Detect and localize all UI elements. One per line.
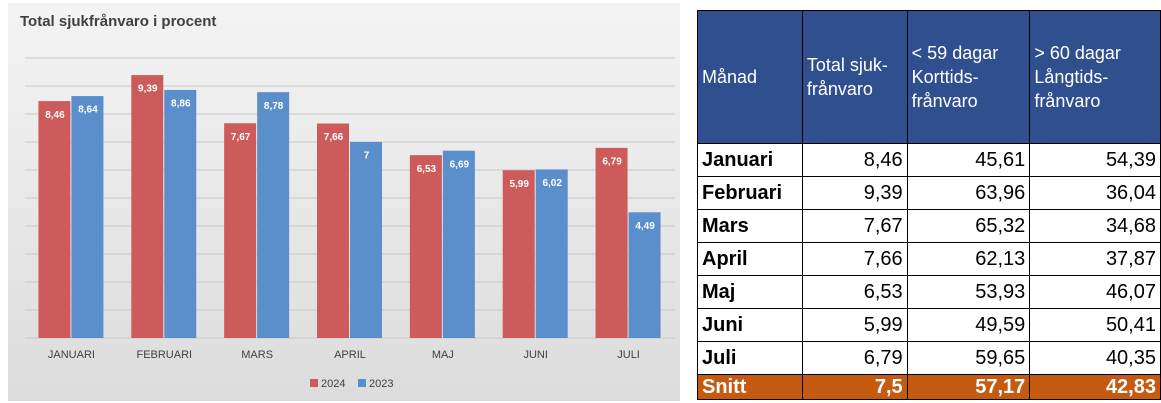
table-cell: Februari [697,176,803,210]
table-cell: 7,66 [801,242,908,276]
x-tick-label: FEBRUARI [136,349,192,361]
table-cell: 37,87 [1029,242,1161,276]
header-line: Total sjuk- [806,55,888,75]
footer-cell: 57,17 [906,374,1031,400]
data-label: 8,46 [45,110,65,121]
x-tick-label: JUNI [523,349,547,361]
data-label: 9,39 [138,84,158,95]
bar [71,96,104,338]
table-cell: 40,35 [1029,341,1161,375]
data-label: 6,79 [602,157,622,168]
table-cell: Juni [697,308,803,342]
data-label: 8,64 [78,105,98,116]
table-row: Mars 7,67 65,32 34,68 [697,209,1161,243]
table-cell: 36,04 [1029,176,1161,210]
table-cell: 45,61 [906,143,1031,177]
bar [38,101,71,339]
table-cell: 53,93 [906,275,1031,309]
table-cell: 9,39 [801,176,908,210]
table-cell: 62,13 [906,242,1031,276]
table-cell: 65,32 [906,209,1031,243]
bar [317,123,349,339]
x-tick-label: MAJ [432,349,454,361]
x-tick-label: JANUARI [48,349,95,361]
footer-cell: Snitt [697,374,803,400]
table-row: Juni 5,99 49,59 50,41 [697,308,1161,342]
header-line: frånvaro [806,79,873,99]
table-row: Februari 9,39 63,96 36,04 [697,176,1161,210]
header-line: < 59 dagar [911,43,999,63]
chart-title: Total sjukfrånvaro i procent [20,13,216,30]
bar [628,212,661,338]
table-cell: 54,39 [1029,143,1161,177]
table-cell: Mars [697,209,803,243]
data-label: 8,78 [264,101,284,112]
bar [595,147,628,338]
x-tick-label: JULI [617,349,640,361]
header-line: Korttids- [911,67,979,87]
table-cell: 46,07 [1029,275,1161,309]
bar [535,169,568,338]
bar [502,170,535,338]
table-row: Juli 6,79 59,65 40,35 [697,341,1161,375]
data-label: 7,67 [231,132,251,143]
table-cell: 59,65 [906,341,1031,375]
table-cell: 7,67 [801,209,908,243]
table-cell: Januari [697,143,803,177]
chart: Total sjukfrånvaro i procent JANUARI 8,46… [8,3,680,401]
data-label: 5,99 [509,179,529,190]
header-cell: < 59 dagar Korttids-frånvaro [906,10,1031,144]
table-cell: 5,99 [801,308,908,342]
header-cell: > 60 dagar Långtids-frånvaro [1029,10,1161,144]
table-cell: 8,46 [801,143,908,177]
data-label: 7 [364,151,370,162]
table-cell: 50,41 [1029,308,1161,342]
legend-swatch [310,379,318,387]
bar [164,89,197,338]
footer-row: Snitt 7,5 57,17 42,83 [697,374,1161,400]
header-cell: Månad [697,10,803,144]
legend-label: 2023 [369,378,393,390]
bar [442,150,475,338]
table-cell: 6,53 [801,275,908,309]
table-cell: 6,79 [801,341,908,375]
x-tick-label: MARS [241,349,273,361]
data-label: 6,69 [450,159,470,170]
data-label: 6,02 [542,178,562,189]
table-cell: Maj [697,275,803,309]
bar [257,92,290,338]
table-cell: 34,68 [1029,209,1161,243]
table-row: Maj 6,53 53,93 46,07 [697,275,1161,309]
footer-cell: 7,5 [801,374,908,400]
header-line: frånvaro [1034,91,1101,111]
table-row: Januari 8,46 45,61 54,39 [697,143,1161,177]
footer-cell: 42,83 [1029,374,1161,400]
header-line: frånvaro [911,91,978,111]
table-cell: 49,59 [906,308,1031,342]
data-label: 8,86 [171,99,191,110]
legend-label: 2024 [321,378,345,390]
bar [350,142,382,338]
header-line: Månad [702,67,758,87]
header-line: Långtids- [1034,67,1109,87]
legend-swatch [358,379,366,387]
x-tick-label: APRIL [334,349,366,361]
bar [409,155,442,338]
header-cell: Total sjuk-frånvaro [801,10,908,144]
table-cell: Juli [697,341,803,375]
data-table: Månad Total sjuk-frånvaro < 59 dagar Kortti… [697,10,1161,400]
table-cell: April [697,242,803,276]
data-label: 6,53 [417,164,437,175]
bar [224,123,257,339]
bar [131,75,164,338]
header-line: > 60 dagar [1034,43,1121,63]
data-label: 7,66 [324,132,344,143]
table-row: April 7,66 62,13 37,87 [697,242,1161,276]
data-label: 4,49 [635,221,655,232]
table-cell: 63,96 [906,176,1031,210]
